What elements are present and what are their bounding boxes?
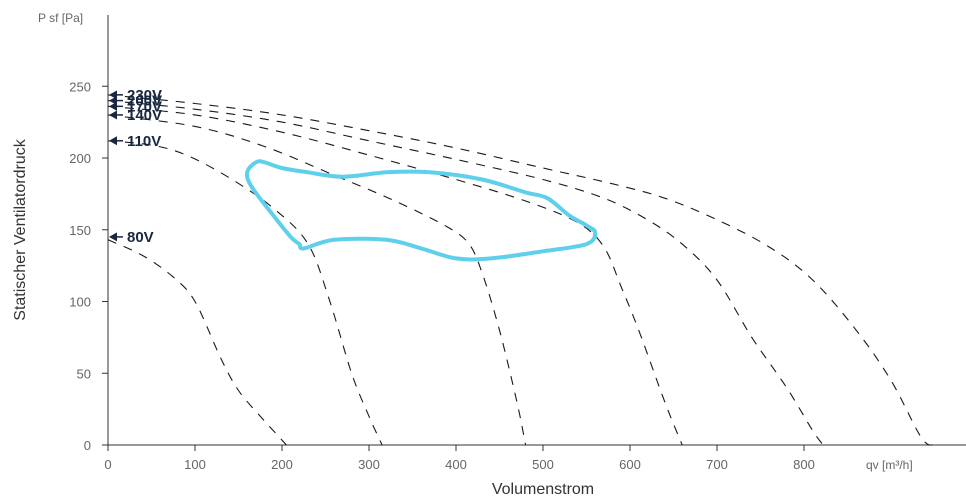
voltage-marker-icon (109, 96, 117, 106)
y-axis-title: Statischer Ventilatordruck (12, 138, 29, 320)
voltage-label-200v: 200V (109, 93, 162, 110)
y-tick-label: 150 (69, 223, 91, 238)
x-tick-label: 300 (358, 457, 380, 472)
x-ticks: 0 100 200 300 400 500 600 700 800 (104, 445, 815, 472)
voltage-label-110v: 110V (109, 133, 161, 150)
voltage-label-text: 200V (127, 93, 162, 110)
x-tick-label: 700 (706, 457, 728, 472)
x-tick-label: 200 (271, 457, 293, 472)
voltage-marker-icon (109, 90, 117, 100)
voltage-label-text: 140V (127, 107, 162, 124)
x-tick-label: 100 (184, 457, 206, 472)
fan-curve-170v (107, 105, 683, 446)
voltage-label-text: 230V (127, 87, 162, 104)
fan-curves (107, 94, 935, 446)
x-tick-label: 500 (532, 457, 554, 472)
operating-envelope (244, 159, 598, 262)
voltage-marker-icon (109, 101, 117, 111)
y-unit-label: P sf [Pa] (38, 11, 83, 25)
x-tick-label: 400 (445, 457, 467, 472)
fan-curve-110v (107, 140, 383, 446)
y-tick-label: 100 (69, 295, 91, 310)
voltage-label-text: 80V (127, 229, 154, 246)
voltage-marker-icon (109, 232, 117, 242)
voltage-label-text: 110V (127, 133, 161, 150)
fan-curve-140v (107, 114, 527, 446)
voltage-marker-icon (109, 110, 117, 120)
voltage-marker-icon (109, 136, 117, 146)
axes (107, 15, 966, 446)
voltage-label-140v: 140V (109, 107, 162, 124)
x-axis-title: Volumenstrom (492, 481, 594, 498)
fan-curve-200v (107, 100, 824, 446)
y-tick-label: 250 (69, 79, 91, 94)
fan-curve-80v (107, 239, 287, 446)
x-tick-label: 800 (793, 457, 815, 472)
voltage-label-170v: 170V (109, 98, 162, 115)
voltage-label-80v: 80V (109, 229, 154, 246)
y-tick-label: 0 (84, 438, 91, 453)
voltage-label-230v: 230V (109, 87, 162, 104)
y-tick-label: 200 (69, 151, 91, 166)
x-tick-label: 600 (619, 457, 641, 472)
fan-curve-230v (107, 94, 935, 446)
y-tick-label: 50 (77, 366, 91, 381)
x-tick-label: 0 (104, 457, 111, 472)
y-ticks: 0 50 100 150 200 250 (69, 79, 108, 453)
voltage-label-text: 170V (127, 98, 162, 115)
x-unit-label: qv [m³/h] (866, 458, 913, 472)
